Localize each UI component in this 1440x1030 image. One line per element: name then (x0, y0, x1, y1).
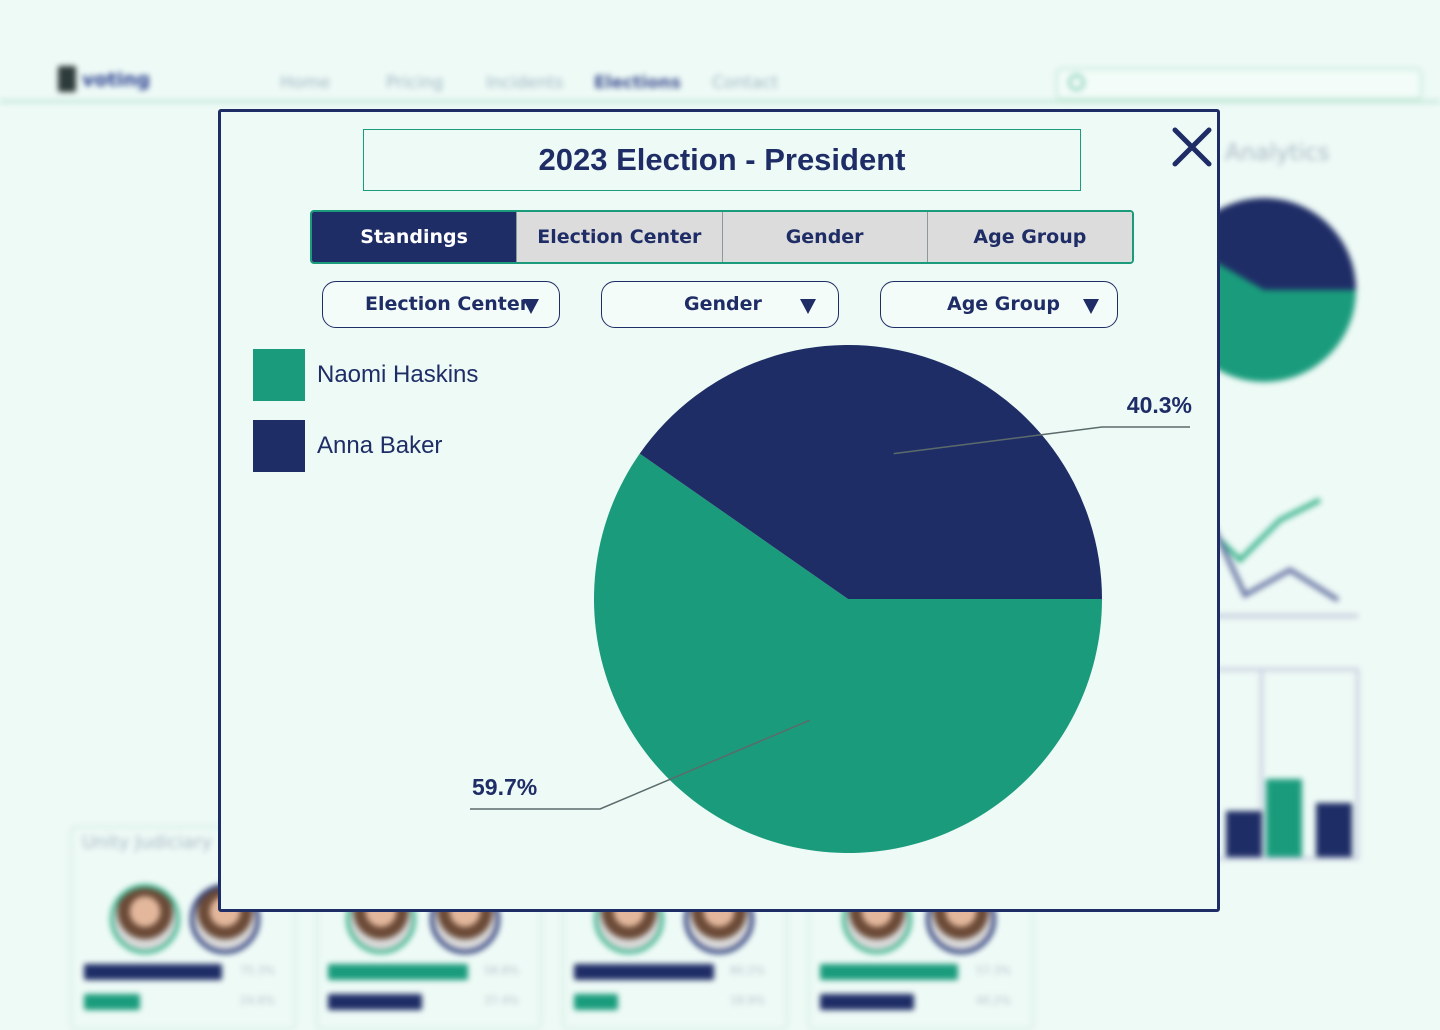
election-center-dropdown[interactable]: Election Center (322, 281, 560, 328)
dropdown-label: Election Center (365, 293, 530, 315)
legend-item: Anna Baker (253, 420, 442, 472)
bg-percent: 37.4% (484, 994, 519, 1007)
chevron-down-icon (523, 299, 539, 314)
election-modal: 2023 Election - President Standings Elec… (218, 109, 1220, 912)
legend-label: Naomi Haskins (317, 361, 479, 388)
age-group-dropdown[interactable]: Age Group (880, 281, 1118, 328)
legend-swatch-green (253, 349, 305, 401)
tab-age-group[interactable]: Age Group (926, 212, 1132, 262)
bg-nav-pricing: Pricing (386, 73, 444, 93)
dropdown-label: Age Group (947, 293, 1060, 315)
chevron-down-icon (1083, 299, 1099, 314)
modal-title-box: 2023 Election - President (363, 129, 1081, 191)
bg-header (0, 52, 1440, 103)
bg-progress-bar (574, 994, 618, 1010)
bg-percent: 80.2% (730, 964, 765, 977)
data-label: 40.3% (1127, 392, 1192, 418)
pie-slice-anna-baker (639, 344, 1102, 599)
bg-nav-home: Home (280, 73, 331, 93)
pie-slice-naomi-haskins (594, 453, 1102, 853)
bg-progress-bar (820, 964, 958, 980)
bg-percent: 57.3% (976, 964, 1011, 977)
bg-progress-bar (574, 964, 714, 980)
view-tabs: Standings Election Center Gender Age Gro… (310, 210, 1134, 264)
bg-progress-bar (820, 994, 914, 1010)
bg-percent: 75.3% (240, 964, 275, 977)
leader-line (893, 426, 1190, 455)
legend-swatch-navy (253, 420, 305, 472)
legend-item: Naomi Haskins (253, 349, 478, 401)
bg-percent: 58.8% (484, 964, 519, 977)
bg-nav-elections: Elections (594, 73, 681, 93)
bg-percent: 18.9% (730, 994, 765, 1007)
bg-percent: 24.6% (240, 994, 275, 1007)
tab-gender[interactable]: Gender (721, 212, 927, 262)
bg-bar-chart (1170, 668, 1359, 860)
bg-progress-bar (84, 994, 140, 1010)
bg-progress-bar (84, 964, 222, 980)
chevron-down-icon (800, 299, 816, 314)
gender-dropdown[interactable]: Gender (601, 281, 839, 328)
search-icon (1068, 74, 1085, 91)
bg-search-input (1056, 68, 1422, 100)
tab-standings[interactable]: Standings (312, 212, 517, 262)
bg-card-title: Unity Judiciary (82, 832, 213, 853)
bg-progress-bar (328, 964, 468, 980)
modal-title: 2023 Election - President (538, 142, 906, 177)
bg-nav-incidents: Incidents (486, 73, 564, 93)
data-label: 59.7% (472, 774, 537, 800)
bg-percent: 40.2% (976, 994, 1011, 1007)
close-icon[interactable] (1171, 126, 1213, 168)
bg-nav-contact: Contact (712, 73, 779, 93)
bg-analytics-title: Analytics (1225, 140, 1330, 166)
dropdown-label: Gender (684, 293, 762, 315)
bg-avatar (110, 884, 180, 954)
legend-label: Anna Baker (317, 432, 443, 459)
bg-logo: voting (58, 66, 150, 92)
bg-progress-bar (328, 994, 422, 1010)
leader-line (470, 719, 811, 810)
tab-election-center[interactable]: Election Center (516, 212, 722, 262)
standings-pie-chart: 59.7% 40.3% (470, 344, 1192, 853)
